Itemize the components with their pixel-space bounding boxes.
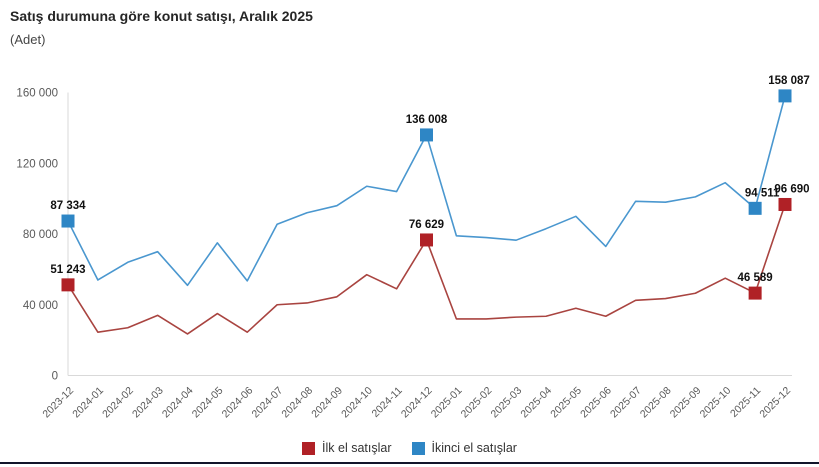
- x-axis-tick-label: 2025-02: [459, 385, 495, 421]
- x-axis-tick-label: 2025-08: [638, 385, 674, 421]
- y-axis-tick-label: 160 000: [16, 88, 58, 100]
- x-axis-tick-label: 2025-12: [757, 385, 793, 421]
- x-axis-tick-label: 2024-01: [70, 385, 106, 421]
- x-axis-tick-label: 2024-05: [190, 385, 226, 421]
- legend-item-first-hand-sales[interactable]: İlk el satışlar: [302, 441, 392, 455]
- x-axis-tick-label: 2024-12: [399, 385, 435, 421]
- data-point-label: 96 690: [774, 183, 809, 195]
- y-axis-tick-label: 80 000: [23, 229, 58, 241]
- chart-unit-subtitle: (Adet): [10, 32, 46, 47]
- x-axis-tick-label: 2025-09: [668, 385, 704, 421]
- x-axis-tick-label: 2024-08: [279, 385, 315, 421]
- second-hand-series-swatch-icon: [411, 441, 425, 455]
- x-axis-tick-label: 2024-10: [339, 385, 375, 421]
- x-axis-tick-label: 2023-12: [40, 385, 76, 421]
- x-axis-tick-label: 2025-10: [698, 385, 734, 421]
- data-point-marker: [748, 201, 762, 215]
- data-point-marker: [778, 89, 792, 103]
- y-axis-tick-label: 0: [52, 371, 58, 383]
- data-point-label: 158 087: [768, 75, 810, 87]
- x-axis-tick-label: 2024-07: [250, 385, 286, 421]
- x-axis-tick-label: 2024-06: [220, 385, 256, 421]
- x-axis-tick-label: 2025-05: [548, 385, 584, 421]
- data-point-label: 94 511: [745, 187, 780, 199]
- data-point-marker: [778, 197, 792, 211]
- x-axis-tick-label: 2024-03: [130, 385, 166, 421]
- chart-legend: İlk el satışlar İkinci el satışlar: [0, 437, 819, 459]
- data-point-label: 51 243: [50, 264, 85, 276]
- x-axis-tick-label: 2025-04: [518, 385, 554, 421]
- x-axis-tick-label: 2024-11: [370, 385, 405, 420]
- data-point-marker: [420, 233, 433, 247]
- legend-label: İlk el satışlar: [322, 441, 392, 455]
- data-point-marker: [61, 278, 75, 292]
- x-axis-tick-label: 2025-11: [728, 385, 763, 420]
- data-point-label: 76 629: [409, 219, 444, 231]
- legend-item-second-hand-sales[interactable]: İkinci el satışlar: [411, 441, 517, 455]
- data-point-label: 87 334: [50, 200, 86, 212]
- data-point-marker: [61, 214, 75, 228]
- x-axis-tick-label: 2024-09: [309, 385, 345, 421]
- data-point-label: 136 008: [406, 114, 448, 126]
- x-axis-tick-label: 2025-06: [578, 385, 614, 421]
- bottom-divider: [0, 462, 819, 464]
- x-axis-tick-label: 2025-07: [608, 385, 644, 421]
- data-point-marker: [748, 286, 762, 300]
- x-axis-tick-label: 2025-03: [489, 385, 525, 421]
- data-point-marker: [420, 128, 433, 142]
- x-axis-tick-label: 2024-02: [100, 385, 136, 421]
- y-axis-tick-label: 40 000: [23, 300, 58, 312]
- data-point-label: 46 589: [738, 272, 773, 284]
- x-axis-tick-label: 2024-04: [160, 385, 196, 421]
- chart-title: Satış durumuna göre konut satışı, Aralık…: [10, 8, 313, 24]
- first-hand-series-swatch-icon: [302, 441, 316, 455]
- x-axis-tick-label: 2025-01: [429, 385, 465, 421]
- y-axis-tick-label: 120 000: [16, 158, 58, 170]
- legend-label: İkinci el satışlar: [431, 441, 517, 455]
